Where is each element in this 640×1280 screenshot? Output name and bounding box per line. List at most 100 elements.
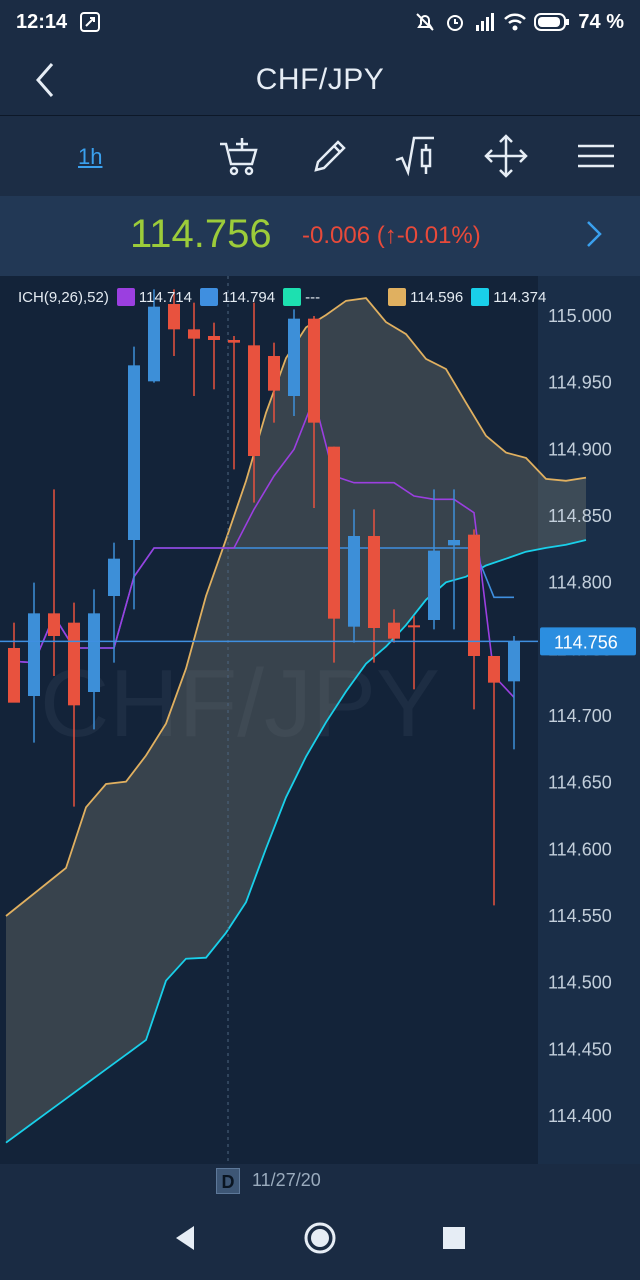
price-tick-label: 114.650 (548, 773, 612, 793)
current-price: 114.756 (130, 212, 272, 256)
candle (368, 509, 380, 663)
candle-body (488, 656, 500, 683)
add-to-cart-icon[interactable] (218, 134, 262, 178)
candle-body (28, 613, 40, 696)
candle-body (408, 625, 420, 628)
candle (328, 446, 340, 663)
price-tick-label: 114.700 (548, 706, 612, 726)
candle (468, 529, 480, 710)
candle-body (508, 641, 520, 682)
legend-swatch-span-b (471, 288, 490, 306)
ichimoku-chart[interactable]: CHF/JPY 115.000 114.950 114.900 114.850 114.… (0, 276, 640, 1164)
chevron-right-icon[interactable] (582, 218, 606, 250)
legend-value-span-a: 114.596 (410, 288, 464, 306)
move-icon[interactable] (484, 134, 528, 178)
back-triangle-icon[interactable] (168, 1220, 204, 1256)
interval-selector[interactable]: 1h (78, 144, 103, 169)
price-change: -0.006 (↑-0.01%) (302, 222, 481, 249)
candle (128, 346, 140, 610)
back-arrow-icon[interactable] (28, 60, 64, 100)
candle (8, 622, 20, 703)
wifi-icon (504, 13, 527, 31)
price-tick-label: 114.600 (548, 839, 612, 859)
candle-body (448, 540, 460, 546)
chart-watermark: CHF/JPY (40, 650, 440, 757)
candle-body (268, 356, 280, 391)
status-time: 12:14 (16, 10, 68, 33)
chart-area[interactable]: CHF/JPY 115.000 114.950 114.900 114.850 114.… (0, 276, 640, 1164)
legend-value-tenkan: 114.714 (138, 288, 192, 306)
legend-swatch-kijun (199, 288, 218, 306)
chart-toolbar: 1h (0, 116, 640, 196)
navigation-bar (0, 1196, 640, 1280)
candle-body (208, 336, 220, 340)
candle (388, 609, 400, 643)
candle (488, 656, 500, 906)
candle (188, 302, 200, 396)
candle-body (48, 613, 60, 636)
price-axis: 115.000 114.950 114.900 114.850 114.800 114.7… (0, 306, 636, 1126)
quote-row[interactable]: 114.756 -0.006 (↑-0.01%) (0, 196, 640, 276)
price-tick-label: 114.800 (548, 573, 612, 593)
price-tick-label: 114.850 (548, 506, 612, 526)
candle (108, 542, 120, 663)
indicator-icon[interactable] (394, 134, 438, 178)
candle (508, 636, 520, 750)
price-tick-label: 114.950 (548, 373, 612, 393)
legend-value-kijun: 114.794 (221, 288, 276, 306)
menu-icon[interactable] (574, 134, 618, 178)
candle-body (128, 365, 140, 540)
candle-body (8, 648, 20, 703)
legend-value-span-b: 114.374 (493, 288, 547, 306)
signal-icon (476, 13, 495, 31)
candle-body (428, 550, 440, 620)
indicator-legend: ICH(9,26),52) 114.714 114.794 --- 114.59… (18, 288, 546, 306)
recents-square-icon[interactable] (436, 1220, 472, 1256)
cloud-fill (6, 298, 586, 1143)
candle (68, 602, 80, 807)
candle (28, 582, 40, 743)
candle-body (288, 318, 300, 396)
alarm-icon (447, 15, 464, 31)
price-tick-label: 114.450 (548, 1039, 612, 1059)
candle (228, 336, 240, 470)
span-b-line (5, 539, 587, 1144)
candle-body (228, 340, 240, 343)
price-tick-label: 114.550 (548, 906, 612, 926)
app-header: CHF/JPY (0, 44, 640, 116)
candle-body (168, 304, 180, 330)
candle-body (348, 536, 360, 627)
candle (148, 289, 160, 383)
legend-swatch-span-a (388, 288, 407, 306)
candle-body (88, 613, 100, 692)
candles (8, 289, 520, 906)
candle (348, 509, 360, 643)
candle (168, 289, 180, 356)
current-price-tag-label: 114.756 (554, 632, 618, 652)
candle-body (68, 622, 80, 706)
candle-body (388, 622, 400, 639)
candle-body (108, 558, 120, 596)
pencil-icon[interactable] (308, 134, 352, 178)
candle-body (308, 318, 320, 423)
date-axis: D 11/27/20 (0, 1164, 640, 1196)
candle (248, 302, 260, 503)
candle (288, 309, 300, 416)
date-badge[interactable]: D (216, 1168, 240, 1194)
price-tick-label: 114.900 (548, 439, 612, 459)
candle-body (328, 446, 340, 619)
battery-percent: 74 % (578, 10, 624, 33)
candle-body (468, 534, 480, 656)
current-price-tag (540, 627, 636, 656)
candle (88, 589, 100, 730)
ichimoku-cloud (6, 298, 586, 1143)
candle (308, 316, 320, 508)
price-axis-panel (538, 276, 640, 1164)
home-circle-icon[interactable] (302, 1220, 338, 1256)
candle (428, 489, 440, 630)
candle (48, 489, 60, 676)
price-tick-label: 114.400 (548, 1106, 612, 1126)
screenshot-icon (80, 12, 101, 32)
page-title: CHF/JPY (255, 62, 385, 96)
candle-body (368, 536, 380, 628)
